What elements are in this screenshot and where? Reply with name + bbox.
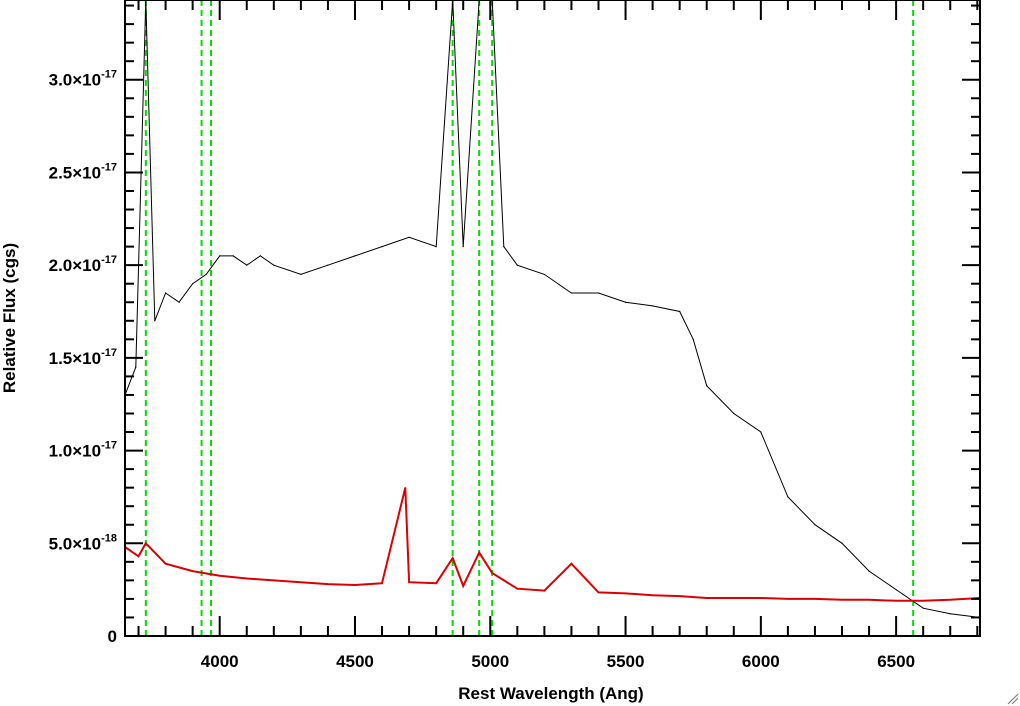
series-1-point-33 bbox=[895, 600, 897, 602]
series-0-point-12 bbox=[273, 264, 275, 266]
series-1-point-1 bbox=[137, 555, 140, 557]
series-1-point-4 bbox=[192, 570, 194, 572]
series-1-point-26 bbox=[706, 597, 708, 599]
series-1-point-24 bbox=[652, 594, 654, 596]
y-tick-label: 0 bbox=[108, 627, 117, 646]
series-1-point-30 bbox=[814, 598, 816, 600]
series-0 bbox=[124, 0, 981, 619]
series-0-point-40 bbox=[922, 607, 924, 609]
series-0-point-14 bbox=[327, 264, 329, 266]
series-1-point-25 bbox=[679, 595, 681, 597]
series-0-point-25 bbox=[543, 273, 545, 276]
series-1-point-2 bbox=[145, 542, 147, 544]
x-tick-label: 6000 bbox=[742, 652, 780, 671]
plot-frame bbox=[124, 0, 981, 637]
series-0-point-20 bbox=[462, 246, 464, 248]
series-1-point-14 bbox=[435, 582, 437, 584]
series-1-line bbox=[124, 487, 981, 602]
x-tick-label: 4500 bbox=[336, 652, 374, 671]
series-1-point-23 bbox=[624, 592, 627, 594]
reference-lines bbox=[144, 0, 915, 636]
series-0-point-9 bbox=[232, 255, 234, 257]
series-0-point-5 bbox=[178, 301, 180, 303]
y-axis-ticks: 0 5.0×10-18 1.0×10-17 1.5×10-17 2.0×10-17 2.5… bbox=[49, 4, 980, 646]
series-0-point-36 bbox=[814, 524, 816, 526]
series-0-point-27 bbox=[597, 292, 600, 294]
series-0-point-31 bbox=[692, 338, 694, 340]
series-0-point-32 bbox=[706, 385, 708, 387]
y-axis-title: Relative Flux (cgs) bbox=[0, 243, 19, 393]
series-1-point-8 bbox=[300, 581, 302, 583]
resize-grip-icon[interactable] bbox=[1007, 693, 1019, 705]
series-1-point-10 bbox=[354, 584, 356, 586]
series-0-point-38 bbox=[868, 570, 870, 572]
series-0-point-6 bbox=[192, 283, 194, 285]
series-0-point-13 bbox=[300, 273, 302, 276]
series-layer bbox=[124, 0, 981, 619]
x-tick-label: 4000 bbox=[201, 652, 239, 671]
series-1-point-17 bbox=[478, 551, 480, 554]
series-0-point-34 bbox=[760, 431, 762, 433]
series-0-point-35 bbox=[787, 496, 789, 498]
series-1-point-32 bbox=[868, 599, 870, 601]
series-0-point-15 bbox=[354, 255, 356, 257]
series-1-point-12 bbox=[404, 487, 406, 489]
series-0-point-10 bbox=[246, 264, 248, 266]
x-axis-title: Rest Wavelength (Ang) bbox=[458, 684, 643, 703]
series-1 bbox=[124, 487, 981, 602]
series-1-point-28 bbox=[760, 597, 762, 599]
series-1-point-27 bbox=[733, 597, 735, 599]
y-tick-label: 5.0×10-18 bbox=[49, 532, 117, 553]
series-1-point-11 bbox=[381, 582, 383, 584]
series-1-point-7 bbox=[273, 579, 275, 581]
series-1-point-29 bbox=[787, 598, 789, 600]
series-0-point-18 bbox=[435, 246, 437, 248]
series-0-point-30 bbox=[679, 310, 681, 313]
series-0-point-23 bbox=[503, 246, 505, 248]
y-tick-label: 3.0×10-17 bbox=[49, 69, 117, 90]
series-0-point-1 bbox=[135, 366, 137, 368]
x-axis-ticks: 4000 4500 5000 5500 6000 6500 bbox=[137, 0, 979, 671]
series-1-point-31 bbox=[841, 599, 843, 601]
series-0-point-37 bbox=[841, 542, 843, 544]
series-0-point-33 bbox=[733, 412, 735, 415]
series-0-point-28 bbox=[624, 301, 627, 303]
series-1-point-5 bbox=[219, 575, 221, 577]
series-0-point-41 bbox=[949, 613, 951, 615]
series-0-point-29 bbox=[652, 305, 654, 307]
series-1-point-34 bbox=[922, 600, 924, 602]
series-1-point-3 bbox=[164, 563, 167, 565]
y-tick-label: 1.5×10-17 bbox=[49, 347, 117, 368]
series-0-point-26 bbox=[570, 292, 573, 294]
y-tick-label: 1.0×10-17 bbox=[49, 440, 117, 461]
series-1-point-20 bbox=[543, 589, 545, 592]
series-1-point-9 bbox=[327, 583, 329, 585]
y-tick-label: 2.5×10-17 bbox=[49, 161, 117, 182]
series-1-point-13 bbox=[408, 581, 410, 583]
series-1-point-18 bbox=[491, 572, 493, 574]
series-0-point-16 bbox=[381, 246, 383, 248]
series-1-point-21 bbox=[570, 563, 573, 565]
x-tick-label: 6500 bbox=[877, 652, 915, 671]
series-0-point-39 bbox=[895, 589, 897, 591]
series-1-point-15 bbox=[452, 557, 454, 559]
series-1-point-35 bbox=[949, 599, 951, 601]
y-tick-label: 2.0×10-17 bbox=[49, 254, 117, 275]
series-0-point-8 bbox=[219, 255, 221, 257]
series-0-line bbox=[124, 0, 981, 618]
series-0-point-3 bbox=[154, 320, 156, 322]
x-tick-label: 5000 bbox=[471, 652, 509, 671]
series-1-point-22 bbox=[597, 591, 600, 594]
series-0-point-7 bbox=[205, 273, 207, 276]
series-0-point-11 bbox=[259, 255, 261, 257]
series-0-point-4 bbox=[164, 292, 167, 294]
series-0-point-24 bbox=[516, 264, 518, 266]
series-1-point-6 bbox=[246, 577, 248, 580]
series-0-point-17 bbox=[408, 236, 410, 238]
series-1-point-16 bbox=[462, 585, 464, 587]
series-1-point-19 bbox=[516, 588, 518, 590]
x-tick-label: 5500 bbox=[607, 652, 645, 671]
